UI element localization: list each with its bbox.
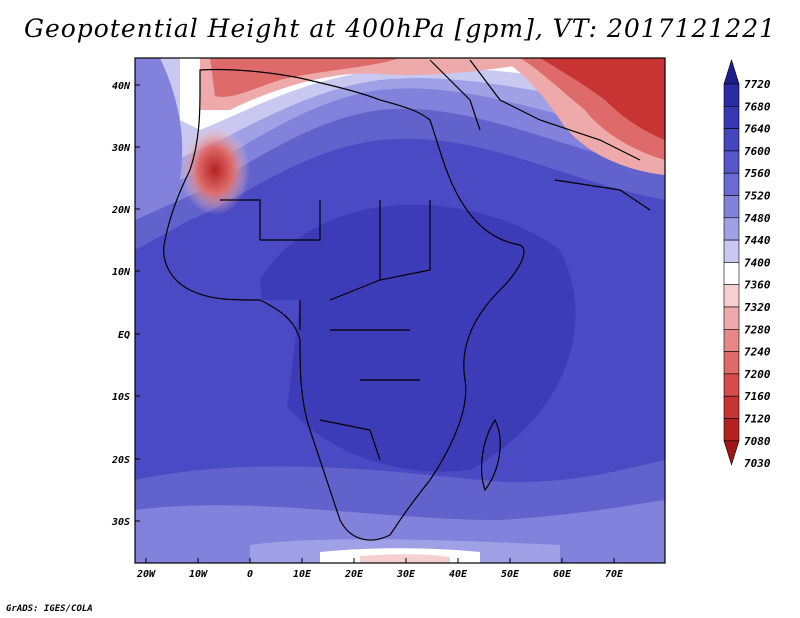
lon-label: 10W (189, 569, 208, 580)
colorbar-label: 7320 (744, 301, 771, 314)
lon-label: 70E (605, 569, 624, 580)
colorbar-swatch (723, 83, 740, 107)
colorbar: 7720 7680 7640 7600 7560 7520 7480 7440 7400 7360… (723, 58, 771, 470)
colorbar-label: 7560 (744, 167, 771, 180)
colorbar-label: 7400 (744, 256, 771, 269)
colorbar-label: 7080 (744, 435, 771, 448)
lat-label: 10S (112, 392, 130, 403)
lat-label: 20S (111, 455, 130, 466)
colorbar-label: 7120 (744, 413, 771, 426)
colorbar-label: 7440 (744, 234, 771, 247)
colorbar-label: 7680 (744, 100, 771, 113)
lat-label: 30N (111, 143, 131, 154)
lat-label: 40N (112, 81, 131, 92)
colorbar-swatch (723, 172, 740, 196)
axis-ticks (135, 84, 615, 563)
lon-label: 30E (396, 569, 416, 580)
map-title: Geopotential Height at 400hPa [gpm], VT:… (23, 14, 777, 43)
colorbar-label: 7600 (744, 145, 771, 158)
lon-label: 0 (247, 569, 253, 580)
colorbar-label: 7240 (744, 346, 771, 359)
coastlines (163, 59, 651, 541)
plot-frame (134, 57, 666, 564)
lon-label: 50E (501, 569, 520, 580)
lat-labels: 40N 30N 20N 10N EQ 10S 20S 30S (111, 81, 131, 528)
colorbar-swatch (723, 150, 740, 174)
colorbar-swatch (723, 106, 740, 129)
lon-label: 20E (344, 569, 364, 580)
colorbar-label: 7720 (744, 78, 771, 91)
colorbar-bottom-arrow (723, 440, 740, 466)
colorbar-label: 7360 (744, 279, 771, 292)
colorbar-swatch (723, 128, 740, 152)
colorbar-swatch (723, 306, 740, 330)
colorbar-label: 7480 (744, 212, 771, 225)
lat-label: 20N (111, 205, 131, 216)
colorbar-swatch (723, 284, 740, 308)
colorbar-label: 7520 (744, 190, 771, 203)
colorbar-label: 7160 (744, 390, 771, 403)
lat-label: 30S (111, 517, 130, 528)
colorbar-swatch (723, 418, 740, 442)
colorbar-label: 7200 (744, 368, 771, 381)
lon-labels: 20W 10W 0 10E 20E 30E 40E 50E 60E 70E (136, 569, 624, 580)
colorbar-swatch (723, 373, 740, 397)
lat-label: EQ (118, 330, 130, 341)
grads-credit: GrADS: IGES/COLA (6, 604, 93, 614)
colorbar-swatch (723, 239, 740, 263)
colorbar-swatch (723, 195, 740, 219)
lon-label: 10E (293, 569, 312, 580)
colorbar-swatch (723, 395, 740, 419)
colorbar-label: 7030 (744, 457, 771, 470)
lat-label: 10N (112, 267, 131, 278)
colorbar-swatch (723, 217, 740, 241)
colorbar-label: 7640 (744, 123, 771, 136)
colorbar-top-arrow (723, 58, 740, 85)
lon-label: 40E (449, 569, 468, 580)
lon-label: 20W (136, 569, 156, 580)
colorbar-swatch (723, 328, 740, 352)
colorbar-swatch (723, 262, 740, 285)
colorbar-swatch (723, 351, 740, 375)
lon-label: 60E (553, 569, 572, 580)
height-field (135, 58, 665, 563)
colorbar-label: 7280 (744, 323, 771, 336)
